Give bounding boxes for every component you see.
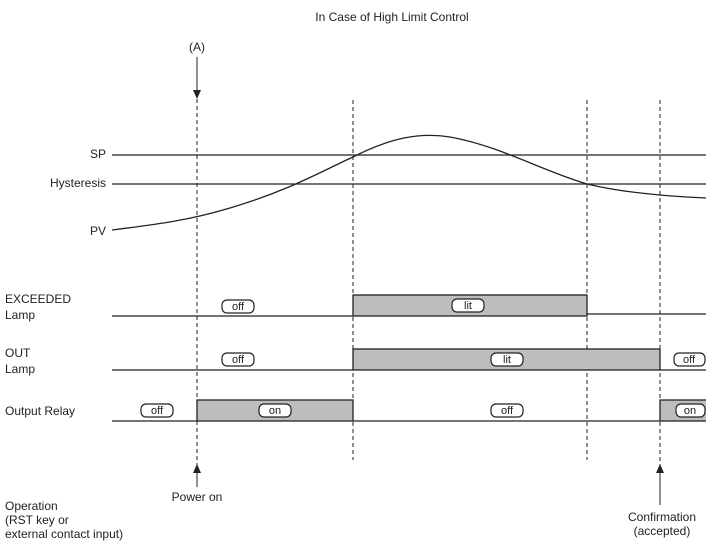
marker-label: (A) (189, 40, 205, 54)
confirmation-label: Confirmation (628, 510, 696, 524)
arrowhead (656, 464, 664, 473)
state-label: off (683, 354, 696, 366)
state-pill (221, 352, 255, 367)
state-pill (221, 299, 255, 314)
state-label: off (232, 301, 245, 313)
title: In Case of High Limit Control (315, 10, 468, 24)
state-label: lit (503, 354, 511, 366)
state-label: off (232, 354, 245, 366)
operation-label: external contact input) (5, 527, 123, 541)
pv-label: PV (90, 224, 106, 238)
pv-curve (111, 134, 706, 231)
state-pill (673, 352, 706, 367)
state-pill (675, 403, 706, 418)
state-pill (258, 403, 292, 418)
state-pill (490, 352, 524, 367)
state-label: on (269, 405, 281, 417)
state-label: off (501, 405, 514, 417)
signal-label: OUT (5, 346, 31, 360)
confirmation-label: (accepted) (634, 524, 691, 538)
state-label: lit (464, 300, 472, 312)
signal-label: EXCEEDED (5, 292, 71, 306)
arrowhead (193, 464, 201, 473)
hysteresis-label: Hysteresis (50, 176, 106, 190)
state-label: off (151, 405, 164, 417)
arrowhead (193, 90, 201, 99)
operation-label: Operation (5, 499, 58, 513)
signal-label: Lamp (5, 362, 35, 376)
signal-label: Output Relay (5, 404, 75, 418)
power-on-label: Power on (172, 490, 223, 504)
state-pill (490, 403, 524, 418)
state-pill (451, 298, 485, 313)
state-label: on (684, 405, 696, 417)
sp-label: SP (90, 147, 106, 161)
state-pill (140, 403, 174, 418)
operation-label: (RST key or (5, 513, 69, 527)
signal-label: Lamp (5, 308, 35, 322)
